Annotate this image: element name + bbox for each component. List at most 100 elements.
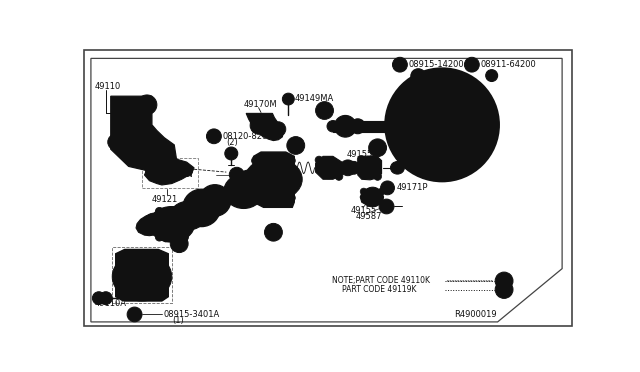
Text: b: b — [293, 141, 298, 150]
Ellipse shape — [383, 202, 390, 211]
Text: 49111: 49111 — [428, 144, 454, 153]
Ellipse shape — [112, 252, 172, 301]
Ellipse shape — [378, 188, 385, 195]
Ellipse shape — [244, 158, 302, 201]
Ellipse shape — [271, 122, 286, 137]
Ellipse shape — [156, 208, 163, 215]
Ellipse shape — [437, 120, 447, 130]
Ellipse shape — [315, 156, 323, 164]
Ellipse shape — [287, 137, 305, 154]
Ellipse shape — [286, 156, 295, 165]
Ellipse shape — [180, 208, 188, 215]
Polygon shape — [316, 156, 346, 179]
Ellipse shape — [379, 199, 394, 214]
Ellipse shape — [350, 119, 365, 134]
Ellipse shape — [250, 116, 268, 134]
Ellipse shape — [421, 104, 463, 145]
Ellipse shape — [282, 93, 294, 105]
Ellipse shape — [383, 122, 392, 131]
Ellipse shape — [127, 307, 142, 322]
Ellipse shape — [145, 162, 159, 176]
Ellipse shape — [252, 156, 260, 165]
Text: 49110A: 49110A — [95, 299, 127, 308]
Ellipse shape — [489, 73, 495, 78]
Text: 08915-14200: 08915-14200 — [408, 60, 464, 69]
Ellipse shape — [118, 253, 127, 262]
Text: PART CODE 49119K: PART CODE 49119K — [342, 285, 417, 294]
Polygon shape — [246, 113, 284, 141]
Ellipse shape — [369, 139, 387, 157]
Ellipse shape — [214, 202, 228, 212]
Ellipse shape — [360, 159, 378, 177]
Text: 49162N: 49162N — [161, 170, 193, 179]
Ellipse shape — [394, 77, 491, 173]
Ellipse shape — [495, 281, 513, 298]
Ellipse shape — [253, 164, 293, 195]
Polygon shape — [157, 208, 188, 242]
Ellipse shape — [137, 95, 157, 115]
Ellipse shape — [233, 181, 255, 202]
Ellipse shape — [316, 102, 333, 119]
Ellipse shape — [264, 224, 282, 241]
Ellipse shape — [465, 57, 479, 72]
Ellipse shape — [204, 190, 226, 211]
Text: 49121: 49121 — [152, 195, 178, 204]
Ellipse shape — [269, 175, 277, 183]
Ellipse shape — [99, 292, 112, 305]
Ellipse shape — [403, 86, 482, 164]
Ellipse shape — [374, 173, 381, 180]
Ellipse shape — [180, 233, 188, 241]
Text: 49110: 49110 — [95, 82, 121, 91]
Ellipse shape — [92, 292, 106, 305]
Ellipse shape — [149, 206, 195, 242]
Text: (1): (1) — [172, 316, 184, 325]
Ellipse shape — [154, 148, 167, 160]
Ellipse shape — [344, 163, 352, 172]
Polygon shape — [136, 212, 172, 236]
Ellipse shape — [170, 201, 206, 230]
Ellipse shape — [335, 173, 343, 180]
Ellipse shape — [108, 134, 124, 150]
Ellipse shape — [122, 260, 162, 293]
Ellipse shape — [218, 198, 234, 206]
Ellipse shape — [182, 189, 220, 227]
Ellipse shape — [381, 181, 394, 195]
Ellipse shape — [246, 172, 262, 177]
Bar — [142, 158, 198, 188]
Ellipse shape — [335, 115, 356, 137]
Text: 49149MA: 49149MA — [294, 94, 333, 103]
Ellipse shape — [240, 170, 269, 180]
Text: (2): (2) — [227, 138, 238, 147]
Ellipse shape — [156, 292, 165, 301]
Ellipse shape — [156, 253, 165, 262]
Ellipse shape — [428, 110, 457, 140]
Ellipse shape — [357, 155, 365, 163]
Ellipse shape — [199, 185, 231, 216]
Ellipse shape — [394, 164, 401, 172]
Ellipse shape — [385, 68, 499, 182]
Ellipse shape — [411, 69, 426, 84]
Ellipse shape — [433, 116, 451, 134]
Text: N: N — [468, 60, 475, 69]
Ellipse shape — [415, 98, 469, 152]
Ellipse shape — [360, 188, 367, 195]
Text: b: b — [322, 106, 327, 115]
Text: W: W — [131, 310, 139, 319]
Text: W: W — [396, 60, 404, 69]
Ellipse shape — [264, 170, 282, 188]
Ellipse shape — [367, 192, 378, 202]
Ellipse shape — [486, 70, 498, 81]
Ellipse shape — [363, 187, 383, 207]
Polygon shape — [116, 250, 168, 301]
Ellipse shape — [143, 213, 165, 235]
Text: R4900019: R4900019 — [454, 310, 497, 319]
Text: 49155: 49155 — [347, 150, 373, 160]
Ellipse shape — [364, 163, 374, 173]
Ellipse shape — [229, 167, 244, 182]
Text: N: N — [234, 170, 240, 179]
Text: 49171P: 49171P — [396, 183, 428, 192]
Text: B: B — [211, 132, 217, 141]
Ellipse shape — [339, 120, 352, 133]
Text: 49587: 49587 — [355, 212, 382, 221]
Text: 49155: 49155 — [350, 206, 376, 215]
